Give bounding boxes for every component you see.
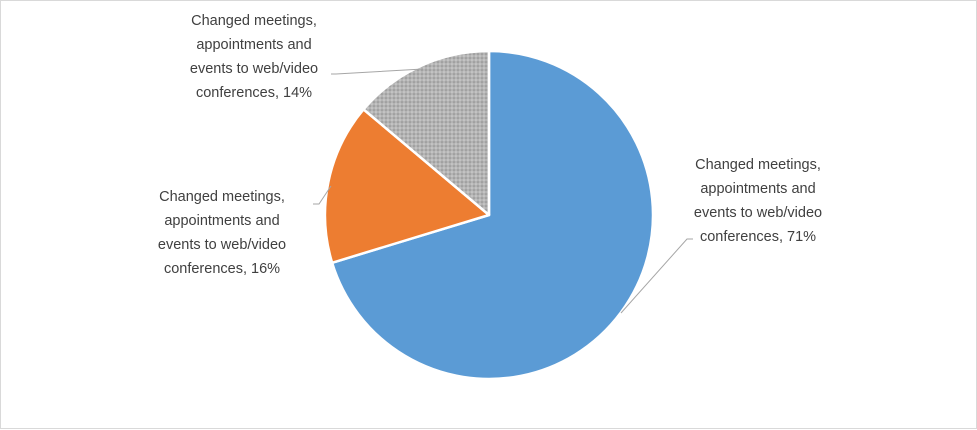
slices-layer [323, 49, 655, 381]
data-label-line: events to web/video [190, 61, 318, 77]
leader-line-14 [331, 68, 424, 75]
data-label-line: conferences, 71% [700, 229, 816, 245]
pie-slice-16[interactable] [323, 108, 491, 265]
data-label-line: appointments and [700, 181, 815, 197]
data-label-line: events to web/video [694, 205, 822, 221]
data-label-line: events to web/video [158, 237, 286, 253]
leader-line-16 [313, 185, 332, 205]
data-label-line: appointments and [196, 37, 311, 53]
data-label-14: Changed meetings, appointments and events … [190, 13, 318, 101]
pie-slice-14[interactable] [362, 49, 491, 217]
data-label-line: Changed meetings, [695, 157, 821, 173]
data-label-line: conferences, 14% [196, 85, 312, 101]
labels-layer: Changed meetings, appointments and events … [158, 13, 822, 277]
data-label-71: Changed meetings, appointments and events … [694, 157, 822, 245]
data-label-line: appointments and [164, 213, 279, 229]
leader-line-71 [620, 238, 693, 314]
data-label-line: Changed meetings, [159, 189, 285, 205]
leaders-layer [313, 68, 693, 314]
data-label-16: Changed meetings, appointments and events … [158, 189, 286, 277]
data-label-line: conferences, 16% [164, 261, 280, 277]
data-label-line: Changed meetings, [191, 13, 317, 29]
